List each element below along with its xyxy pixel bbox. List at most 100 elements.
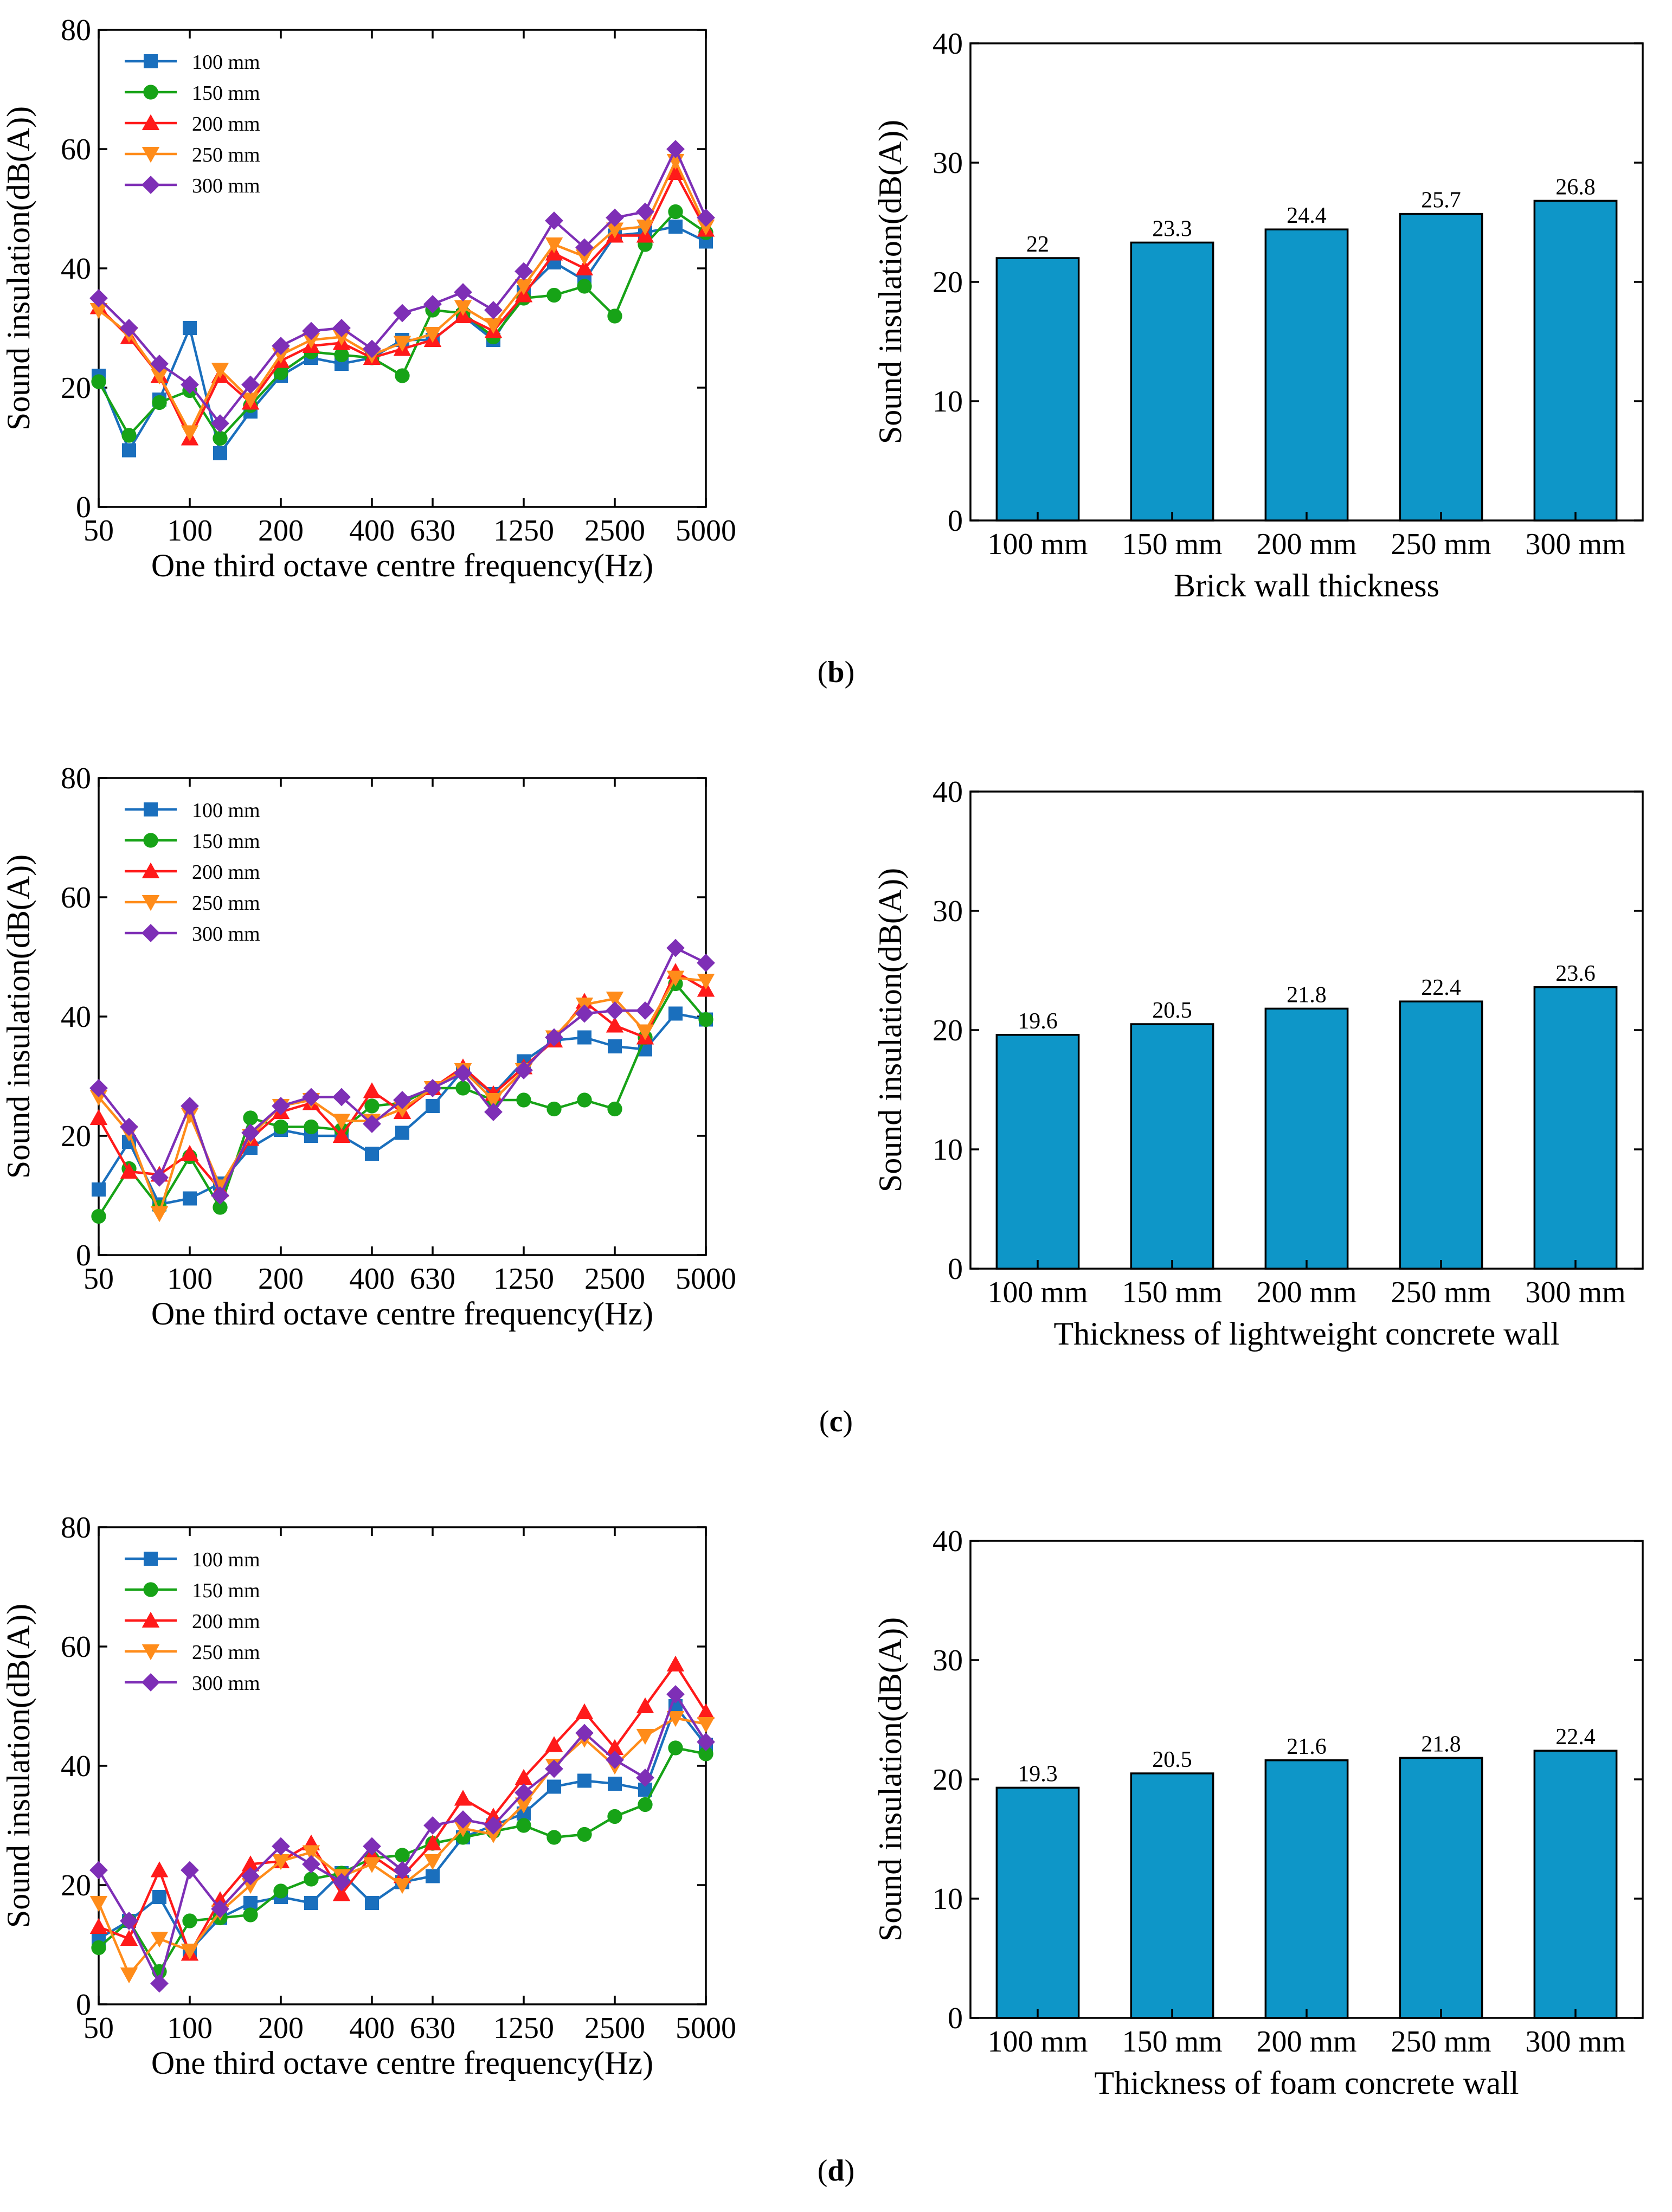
y-tick-label: 0 <box>948 2002 963 2035</box>
data-point <box>636 1697 654 1713</box>
legend-marker <box>142 1673 160 1692</box>
data-point <box>484 301 503 319</box>
data-point <box>393 1091 411 1109</box>
panel-label-b: (b) <box>817 655 855 689</box>
data-point <box>697 974 715 990</box>
data-point <box>607 308 622 324</box>
data-point <box>454 1821 472 1837</box>
data-point <box>150 1168 169 1187</box>
data-point <box>243 1110 258 1126</box>
y-axis-label: Sound insulation(dB(A)) <box>1 1604 36 1928</box>
data-point <box>636 1769 654 1787</box>
bar <box>1130 1023 1214 1270</box>
data-point <box>332 1088 351 1107</box>
bar <box>1399 1757 1483 2019</box>
data-point <box>91 1940 106 1956</box>
data-point <box>120 319 138 337</box>
x-tick-label: 200 mm <box>1256 528 1356 561</box>
x-tick-label: 250 mm <box>1391 528 1491 561</box>
y-tick-label: 20 <box>61 1120 91 1153</box>
legend-label: 250 mm <box>192 1641 260 1664</box>
x-tick-label: 100 <box>167 2011 213 2045</box>
x-tick-label: 100 mm <box>987 1276 1088 1309</box>
data-point <box>211 1900 229 1918</box>
data-point <box>393 1102 411 1118</box>
x-tick-label: 50 <box>83 2011 114 2045</box>
y-tick-label: 40 <box>933 1525 963 1558</box>
x-axis-label: Thickness of lightweight concrete wall <box>1053 1316 1559 1352</box>
data-point <box>181 425 199 441</box>
x-tick-label: 200 mm <box>1256 2025 1356 2059</box>
data-point <box>606 1017 624 1033</box>
data-point <box>545 1736 563 1752</box>
bar-value-label: 23.6 <box>1555 961 1596 986</box>
y-tick-label: 60 <box>61 133 91 166</box>
data-point <box>636 1001 654 1020</box>
y-tick-label: 80 <box>61 14 91 47</box>
bar <box>1264 1007 1349 1270</box>
bar-value-label: 24.4 <box>1287 203 1327 228</box>
y-axis-label: Sound insulation(dB(A)) <box>872 868 908 1192</box>
data-point <box>547 1779 561 1794</box>
data-point <box>546 1101 562 1117</box>
data-point <box>183 1191 197 1206</box>
data-point <box>181 1108 199 1124</box>
data-point <box>150 1206 169 1223</box>
data-point <box>697 1733 715 1751</box>
data-point <box>423 327 442 343</box>
x-tick-label: 400 <box>349 514 395 548</box>
data-point <box>120 1967 138 1984</box>
data-point <box>423 295 442 313</box>
data-point <box>121 428 137 443</box>
data-point <box>607 1101 622 1117</box>
data-point <box>365 1147 379 1161</box>
data-point <box>89 289 108 307</box>
data-point <box>395 1848 410 1863</box>
legend-marker <box>143 1582 158 1597</box>
y-tick-label: 40 <box>61 1000 91 1034</box>
x-tick-label: 1250 <box>493 2011 554 2045</box>
x-tick-label: 150 mm <box>1122 2025 1222 2059</box>
x-tick-label: 100 <box>167 514 213 548</box>
x-tick-label: 150 mm <box>1122 1276 1222 1309</box>
data-point <box>606 992 624 1008</box>
data-point <box>454 1064 472 1083</box>
data-point <box>92 1182 106 1197</box>
data-point <box>575 1004 594 1023</box>
data-point <box>211 1186 229 1205</box>
data-point <box>455 1081 471 1096</box>
line-chart-d-line: 0 20 40 60 80 Sound insulation(dB(A)) 50 100 200… <box>1 1511 736 2081</box>
bar-value-label: 23.3 <box>1152 216 1192 241</box>
data-point <box>182 1913 197 1928</box>
legend-marker <box>144 54 158 68</box>
bar-value-label: 19.6 <box>1018 1009 1058 1034</box>
series-200-mm <box>89 1655 715 1961</box>
data-point <box>423 1834 442 1850</box>
x-tick-label: 5000 <box>676 2011 736 2045</box>
data-point <box>393 304 411 323</box>
data-point <box>515 1061 533 1079</box>
bar-value-label: 25.7 <box>1421 188 1461 213</box>
y-tick-label: 60 <box>61 881 91 915</box>
data-point <box>575 1703 594 1719</box>
data-point <box>181 1097 199 1115</box>
x-tick-label: 200 <box>258 2011 304 2045</box>
bar <box>1130 1772 1214 2019</box>
y-tick-label: 0 <box>76 1239 91 1272</box>
bar <box>1399 213 1483 522</box>
series-line <box>98 1663 707 1955</box>
data-point <box>120 1930 138 1946</box>
data-point <box>152 1890 166 1904</box>
data-point <box>666 140 685 158</box>
y-tick-label: 30 <box>933 895 963 928</box>
legend-label: 250 mm <box>192 892 260 915</box>
legend-marker <box>142 924 160 942</box>
bar <box>1533 200 1618 522</box>
legend-marker <box>142 1611 160 1628</box>
legend-marker <box>142 147 160 163</box>
series-300-mm <box>89 140 715 433</box>
data-point <box>698 1746 713 1761</box>
x-tick-label: 100 <box>167 1262 213 1296</box>
bar <box>1264 1759 1349 2019</box>
